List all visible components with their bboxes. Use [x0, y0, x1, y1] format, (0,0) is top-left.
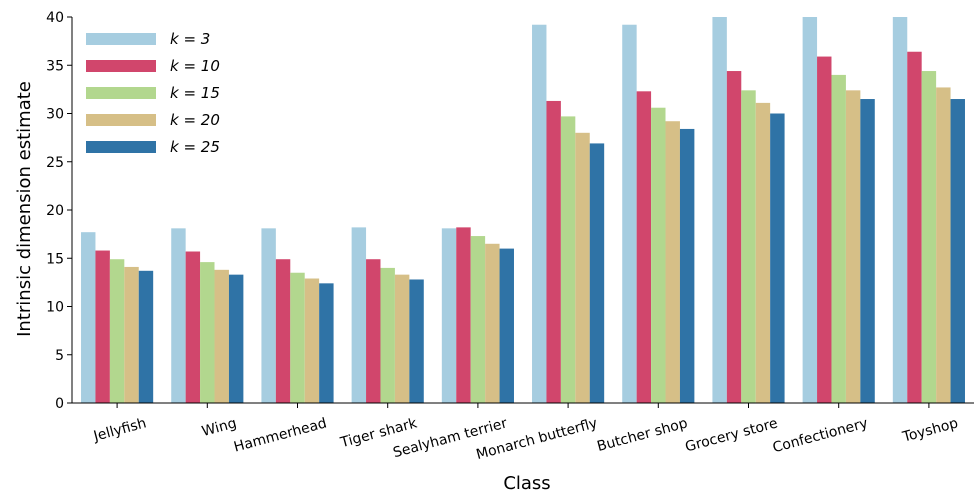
bar-4-5 — [589, 143, 605, 404]
bar-4-3 — [409, 279, 424, 403]
bar-0-6 — [622, 24, 637, 403]
y-tick-label: 15 — [46, 251, 64, 267]
y-tick-label: 10 — [46, 300, 64, 316]
legend-swatch — [86, 114, 156, 126]
bar-1-4 — [456, 227, 471, 403]
bars-layer — [81, 17, 965, 404]
bar-0-3 — [351, 227, 367, 403]
legend-swatch — [86, 60, 156, 72]
bar-4-1 — [228, 274, 244, 403]
bar-4-2 — [319, 283, 334, 403]
bar-2-5 — [560, 116, 576, 404]
legend-swatch — [86, 141, 156, 153]
bar-0-2 — [261, 228, 276, 403]
bar-2-8 — [831, 74, 846, 404]
bar-3-6 — [665, 121, 680, 403]
legend: k = 3 k = 10 k = 15 k = 20 k = 25 — [86, 30, 220, 156]
bar-4-6 — [679, 128, 695, 403]
x-tick-label: Toyshop — [900, 415, 960, 445]
bar-1-2 — [275, 259, 291, 403]
bar-2-6 — [651, 107, 666, 404]
bar-2-1 — [200, 262, 215, 403]
bar-1-8 — [817, 56, 832, 404]
legend-label: k = 10 — [170, 57, 220, 75]
bar-4-8 — [860, 99, 875, 403]
x-axis-title: Class — [503, 473, 550, 494]
bar-3-7 — [755, 102, 771, 403]
bar-2-3 — [380, 267, 395, 403]
legend-label: k = 25 — [170, 138, 220, 156]
bar-0-7 — [712, 17, 727, 403]
bar-3-3 — [394, 274, 410, 403]
x-tick-label: Butcher shop — [595, 415, 689, 455]
legend-label: k = 3 — [170, 30, 210, 48]
bar-2-2 — [290, 272, 305, 403]
y-tick-label: 5 — [55, 348, 64, 364]
bar-3-4 — [485, 243, 500, 403]
bar-2-0 — [109, 259, 125, 403]
x-tick-label: Jellyfish — [91, 415, 148, 445]
x-tick-label: Wing — [200, 415, 238, 440]
bar-1-9 — [907, 51, 922, 404]
bar-1-3 — [366, 259, 381, 403]
x-tick-label: Confectionery — [771, 415, 870, 456]
x-tick-label: Hammerhead — [232, 415, 328, 455]
bar-0-8 — [802, 17, 818, 403]
bar-1-1 — [185, 251, 201, 403]
bar-4-7 — [770, 113, 785, 403]
bar-1-5 — [546, 100, 561, 403]
y-tick-label: 0 — [55, 396, 64, 412]
bar-3-5 — [575, 132, 590, 404]
bar-1-6 — [636, 91, 652, 403]
legend-label: k = 20 — [170, 111, 220, 129]
legend-swatch — [86, 33, 156, 45]
bar-2-4 — [470, 236, 486, 403]
bar-3-1 — [214, 269, 229, 403]
bar-1-0 — [95, 250, 110, 403]
bar-0-9 — [892, 17, 908, 403]
legend-label: k = 15 — [170, 84, 220, 102]
y-tick-label: 25 — [46, 155, 64, 171]
bar-4-4 — [499, 248, 514, 403]
bar-1-7 — [726, 71, 742, 403]
bar-0-4 — [441, 228, 457, 403]
y-axis-title: Intrinsic dimension estimate — [14, 81, 35, 337]
x-tick-label: Grocery store — [684, 415, 780, 455]
bar-0-1 — [171, 228, 186, 403]
bar-4-9 — [950, 99, 965, 403]
bar-2-9 — [921, 71, 937, 403]
legend-swatch — [86, 87, 156, 99]
bar-3-8 — [845, 90, 861, 403]
bar-4-0 — [138, 270, 154, 403]
y-tick-label: 35 — [46, 58, 64, 74]
bar-3-2 — [304, 278, 320, 403]
bar-0-0 — [81, 232, 96, 403]
bar-0-5 — [532, 24, 547, 403]
y-tick-label: 40 — [46, 10, 64, 26]
bar-3-9 — [936, 87, 951, 403]
bar-3-0 — [124, 266, 139, 403]
y-tick-label: 20 — [46, 203, 64, 219]
bar-2-7 — [741, 90, 756, 403]
y-tick-label: 30 — [46, 107, 64, 123]
